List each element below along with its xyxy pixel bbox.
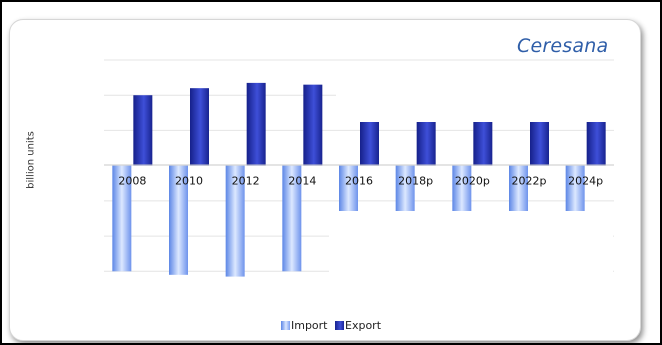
- import-bar-2014: [282, 165, 302, 272]
- x-tick-label-2012: 2012: [232, 175, 260, 188]
- legend-swatch-export: [335, 321, 344, 330]
- legend: Import Export: [0, 319, 662, 333]
- import-bar-2024p: [565, 165, 585, 212]
- import-bar-2022p: [509, 165, 528, 212]
- export-bar-2012: [246, 82, 266, 166]
- export-bar-2024p: [586, 119, 606, 166]
- import-bar-2018p: [395, 165, 415, 212]
- legend-item-export: Export: [335, 319, 381, 332]
- x-tick-label-2022p: 2022p: [512, 175, 547, 188]
- export-bar-2018p: [416, 119, 436, 166]
- blank-panel-bottom: [329, 211, 613, 303]
- x-tick-label-2008: 2008: [118, 175, 146, 188]
- export-bar-2014: [303, 84, 323, 166]
- export-bar-2016: [360, 119, 379, 166]
- x-tick-label-2024p: 2024p: [568, 175, 603, 188]
- legend-swatch-import: [280, 321, 290, 330]
- brand-logo: Ceresana: [517, 35, 609, 57]
- import-bar-2008: [112, 165, 132, 272]
- x-tick-label-2010: 2010: [175, 175, 203, 188]
- import-bar-2010: [169, 165, 188, 275]
- export-bar-2020p: [473, 119, 493, 166]
- export-bar-2022p: [530, 119, 549, 166]
- legend-item-import: Import: [280, 319, 328, 332]
- x-tick-label-2020p: 2020p: [455, 175, 490, 188]
- import-bar-2016: [339, 165, 358, 212]
- legend-label-import: Import: [290, 319, 328, 332]
- export-bar-2010: [190, 88, 209, 166]
- legend-label-export: Export: [345, 319, 382, 332]
- x-tick-label-2016: 2016: [345, 175, 373, 188]
- import-bar-2012: [225, 165, 245, 277]
- export-bar-2008: [133, 95, 153, 166]
- x-tick-label-2018p: 2018p: [398, 175, 433, 188]
- x-tick-label-2014: 2014: [288, 175, 316, 188]
- blank-panel-top: [336, 63, 619, 122]
- import-bar-2020p: [452, 165, 472, 212]
